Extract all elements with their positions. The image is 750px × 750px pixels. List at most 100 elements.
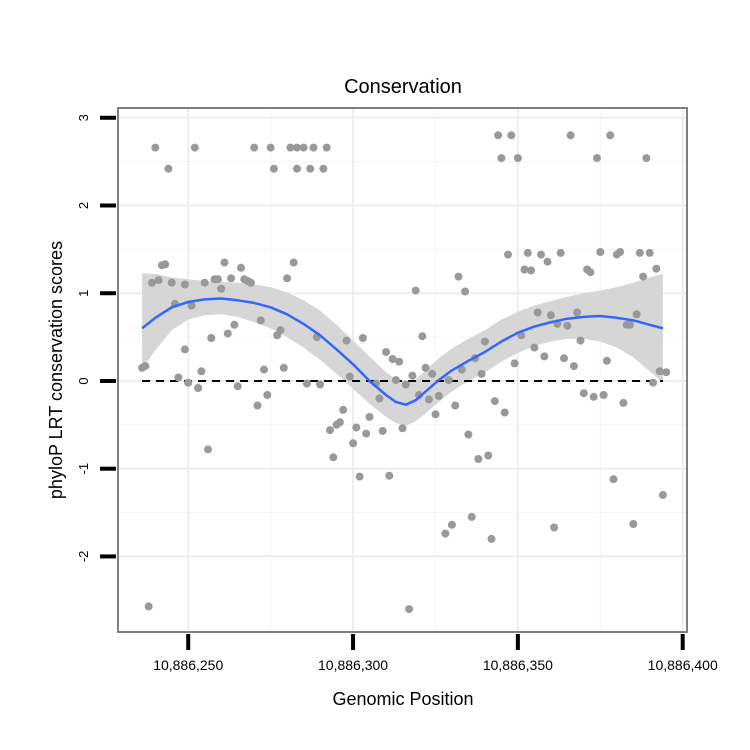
data-point bbox=[398, 424, 407, 433]
data-point bbox=[230, 320, 239, 329]
data-point bbox=[540, 352, 549, 361]
data-point bbox=[616, 248, 625, 256]
data-point bbox=[395, 357, 404, 366]
data-point bbox=[286, 143, 295, 152]
data-point bbox=[151, 143, 160, 152]
data-point bbox=[586, 268, 595, 277]
data-point bbox=[500, 408, 509, 417]
data-point bbox=[434, 391, 443, 400]
data-point bbox=[322, 143, 331, 152]
data-point bbox=[408, 371, 417, 380]
data-point bbox=[626, 320, 634, 329]
data-point bbox=[431, 410, 440, 419]
data-point bbox=[164, 164, 173, 173]
data-point bbox=[474, 455, 483, 463]
data-point bbox=[174, 373, 183, 382]
y-tick-label: 1 bbox=[76, 290, 91, 297]
data-point bbox=[207, 334, 216, 342]
data-point bbox=[213, 275, 222, 284]
data-point bbox=[477, 369, 486, 378]
data-point bbox=[480, 337, 489, 346]
data-point bbox=[326, 426, 334, 435]
data-point bbox=[335, 418, 344, 427]
data-point bbox=[609, 475, 618, 484]
data-point bbox=[596, 248, 605, 256]
data-point bbox=[148, 278, 156, 287]
data-point bbox=[447, 520, 456, 529]
data-point bbox=[563, 321, 572, 330]
y-tick-label: 2 bbox=[76, 202, 91, 209]
data-point bbox=[629, 520, 638, 528]
data-point bbox=[606, 131, 615, 140]
smooth-line-layer bbox=[141, 297, 664, 406]
data-point bbox=[204, 445, 212, 454]
data-point bbox=[507, 131, 516, 140]
data-point bbox=[451, 401, 460, 410]
data-point bbox=[513, 154, 522, 163]
data-point bbox=[441, 529, 450, 538]
data-point bbox=[161, 260, 170, 269]
y-tick-label: -1 bbox=[76, 463, 91, 475]
data-point bbox=[187, 301, 196, 310]
data-point bbox=[141, 362, 150, 371]
data-point bbox=[362, 429, 371, 438]
data-point bbox=[167, 278, 176, 287]
confidence-band bbox=[142, 273, 663, 426]
data-point bbox=[329, 453, 338, 462]
data-point bbox=[619, 398, 628, 407]
data-point bbox=[266, 143, 275, 152]
y-tick-label: -2 bbox=[76, 551, 91, 563]
data-point bbox=[319, 164, 328, 173]
data-point bbox=[530, 343, 539, 352]
data-point bbox=[250, 143, 259, 152]
data-point bbox=[484, 451, 493, 460]
data-point bbox=[662, 368, 671, 377]
data-point bbox=[391, 376, 400, 385]
data-point bbox=[467, 512, 476, 521]
data-point bbox=[411, 286, 420, 295]
data-point bbox=[197, 367, 206, 376]
data-point bbox=[339, 405, 348, 414]
data-point bbox=[256, 316, 265, 325]
data-point bbox=[642, 154, 651, 163]
data-point bbox=[523, 248, 532, 257]
data-point bbox=[543, 257, 552, 266]
data-point bbox=[560, 354, 568, 363]
data-point bbox=[569, 362, 578, 371]
data-point bbox=[510, 359, 519, 368]
data-point bbox=[652, 264, 661, 273]
data-point bbox=[316, 380, 325, 389]
data-point bbox=[200, 278, 209, 287]
data-point bbox=[520, 265, 529, 274]
data-point bbox=[550, 523, 559, 532]
data-point bbox=[345, 372, 354, 381]
data-point bbox=[233, 382, 242, 391]
data-point bbox=[302, 379, 311, 388]
data-point bbox=[220, 258, 229, 267]
x-tick-label: 10,886,300 bbox=[318, 657, 388, 673]
y-tick-label: 0 bbox=[76, 377, 91, 384]
data-point bbox=[579, 389, 588, 398]
data-point bbox=[194, 384, 203, 392]
data-point bbox=[602, 356, 611, 365]
data-point bbox=[632, 310, 641, 319]
data-point bbox=[349, 439, 358, 448]
data-point bbox=[237, 263, 245, 272]
data-point bbox=[253, 401, 262, 410]
x-tick-label: 10,886,350 bbox=[483, 657, 553, 673]
data-point bbox=[566, 131, 575, 140]
data-point bbox=[279, 363, 288, 372]
data-point bbox=[655, 367, 664, 376]
data-point bbox=[576, 336, 585, 345]
data-point bbox=[464, 430, 473, 439]
data-point bbox=[365, 412, 374, 421]
data-point bbox=[504, 250, 512, 259]
data-point bbox=[352, 423, 361, 432]
data-point bbox=[497, 154, 506, 163]
data-point bbox=[573, 308, 582, 317]
y-axis: -2 -1 0 1 2 3 bbox=[76, 114, 116, 562]
data-point bbox=[444, 376, 453, 385]
data-point bbox=[421, 363, 430, 372]
data-point bbox=[546, 311, 555, 320]
